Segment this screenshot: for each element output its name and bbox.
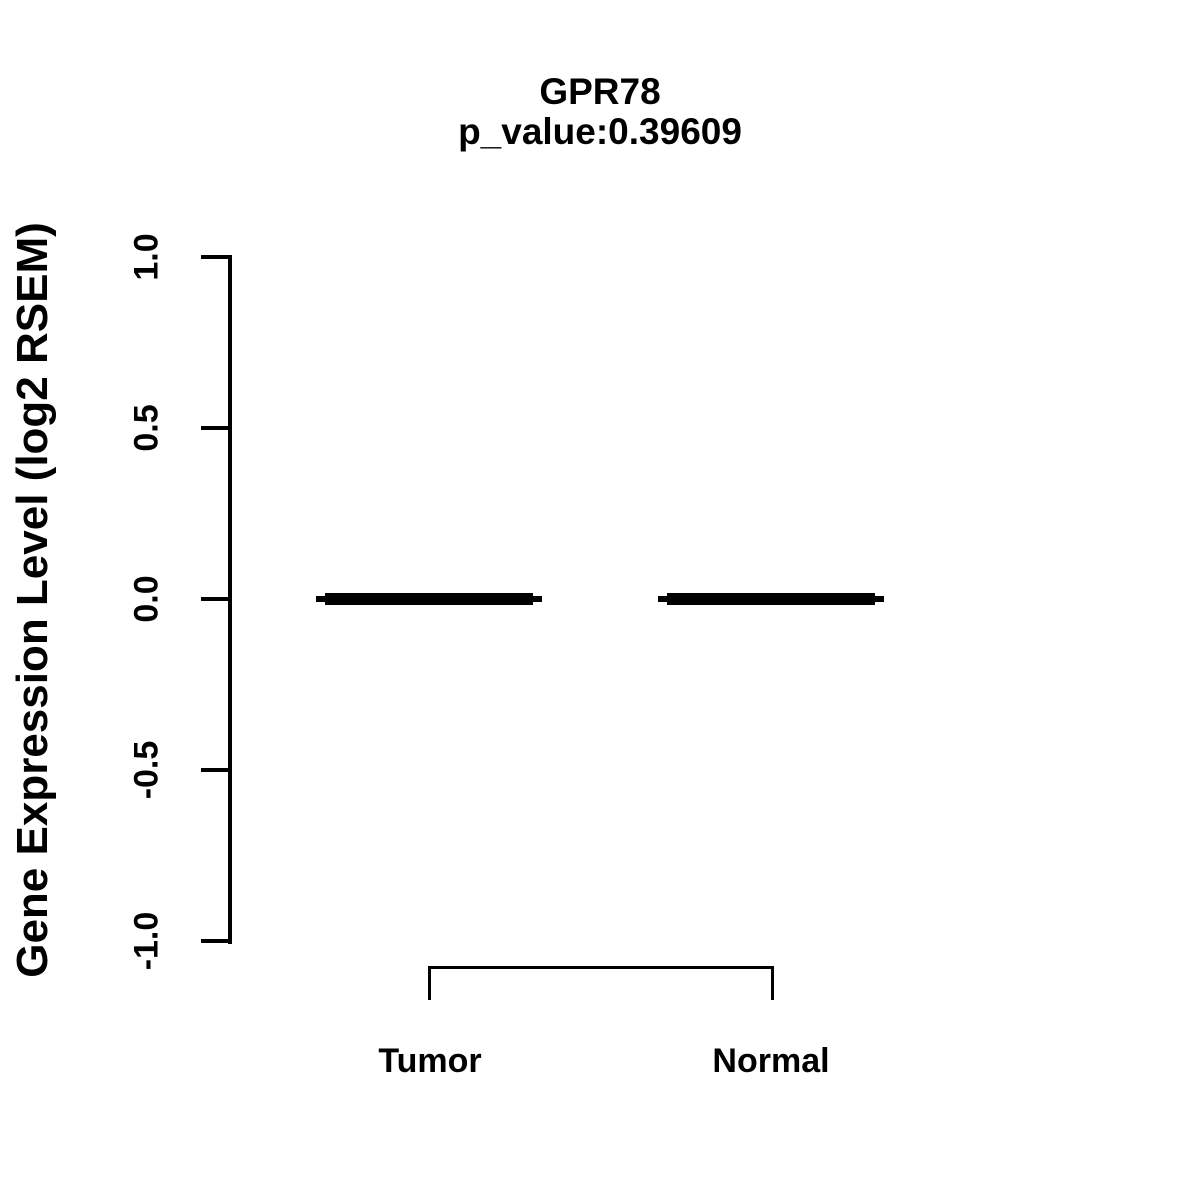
boxplot-whisker-cap — [658, 596, 667, 602]
y-axis-tick — [201, 768, 230, 772]
y-axis-tick-label: 0.5 — [127, 404, 166, 452]
y-axis-tick-label: 1.0 — [127, 233, 166, 281]
x-label-normal: Normal — [712, 1042, 830, 1080]
y-axis-tick — [201, 426, 230, 430]
comparison-bracket — [428, 966, 774, 969]
y-axis-tick-label: -0.5 — [127, 740, 166, 800]
y-axis-title: Gene Expression Level (log2 RSEM) — [8, 222, 57, 978]
boxplot-whisker-cap — [316, 596, 325, 602]
y-axis-tick — [201, 597, 230, 601]
chart-title: GPR78 — [539, 71, 661, 112]
y-axis-tick-label: -1.0 — [127, 911, 166, 971]
boxplot-whisker-cap — [533, 596, 542, 602]
y-axis-tick-label: 0.0 — [127, 575, 166, 623]
boxplot-whisker-cap — [875, 596, 884, 602]
comparison-bracket-right-leg — [771, 966, 774, 1000]
y-axis-line — [228, 255, 232, 944]
y-axis-tick — [201, 939, 230, 943]
comparison-bracket-left-leg — [428, 966, 431, 1000]
p-value-subtitle: p_value:0.39609 — [458, 111, 742, 152]
x-label-tumor: Tumor — [378, 1042, 482, 1080]
chart-title-block: GPR78 p_value:0.39609 — [230, 72, 970, 152]
boxplot-median-normal — [667, 593, 875, 605]
y-axis-tick — [201, 255, 230, 259]
boxplot-median-tumor — [325, 593, 533, 605]
